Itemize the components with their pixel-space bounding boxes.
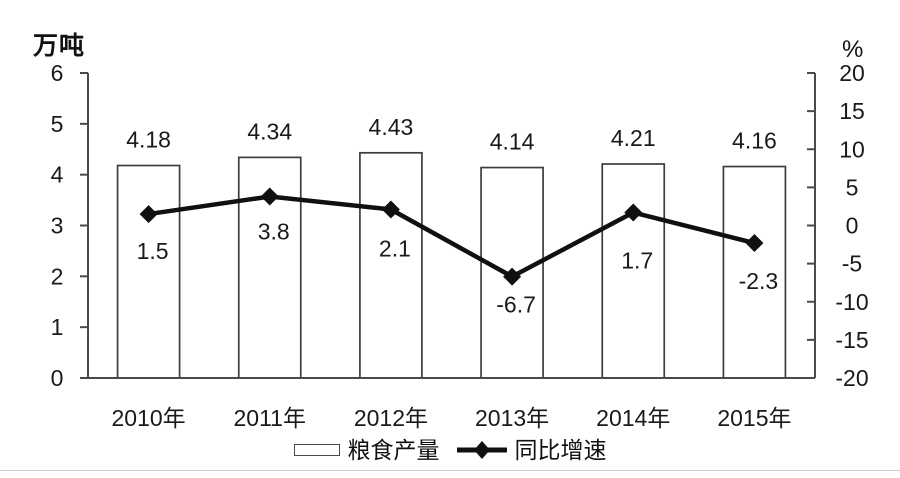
line-value-label: 1.7 xyxy=(621,248,653,274)
right-tick-label: -5 xyxy=(842,251,862,277)
bar-value-label: 4.18 xyxy=(126,127,171,153)
line-legend-swatch-icon xyxy=(456,441,507,459)
right-tick-label: 20 xyxy=(839,60,865,86)
bottom-border-line xyxy=(0,470,900,471)
bar-value-label: 4.16 xyxy=(732,128,777,154)
line-value-label: -6.7 xyxy=(496,292,536,318)
bar-legend-label: 粮食产量 xyxy=(347,437,440,463)
bar-2013年 xyxy=(480,166,544,379)
diamond-marker xyxy=(139,205,158,224)
x-axis-label: 2015年 xyxy=(717,405,791,431)
growth-line xyxy=(148,194,755,280)
line-legend-label: 同比增速 xyxy=(514,437,607,463)
right-tick-label: 0 xyxy=(846,213,859,239)
left-axis-title: 万吨 xyxy=(33,32,86,60)
diamond-marker xyxy=(260,187,279,206)
right-tick-label: -10 xyxy=(835,289,868,315)
diamond-marker xyxy=(624,203,643,222)
left-tick-label: 5 xyxy=(51,111,64,137)
line-value-label: -2.3 xyxy=(739,268,779,294)
x-axis-label: 2011年 xyxy=(234,405,306,431)
legend: 粮食产量 同比增速 xyxy=(0,437,900,463)
right-tick-label: 5 xyxy=(846,174,859,200)
bar-legend-swatch-icon xyxy=(293,444,340,456)
line-value-label: 2.1 xyxy=(379,235,411,261)
right-tick-label: 15 xyxy=(839,98,865,124)
line-value-label: 1.5 xyxy=(137,238,169,264)
right-axis-title: % xyxy=(842,36,864,63)
left-tick-label: 6 xyxy=(51,60,64,86)
bar-value-label: 4.34 xyxy=(247,118,292,144)
right-tick-label: -20 xyxy=(835,365,868,391)
right-tick-label: -15 xyxy=(835,327,868,353)
left-tick-label: 4 xyxy=(51,162,64,188)
x-axis-label: 2014年 xyxy=(596,405,670,431)
diamond-marker xyxy=(381,200,400,219)
diamond-marker xyxy=(503,267,522,286)
x-axis-label: 2013年 xyxy=(475,405,549,431)
bar-value-label: 4.43 xyxy=(369,114,414,140)
bar-value-label: 4.21 xyxy=(611,125,656,151)
left-tick-label: 2 xyxy=(51,263,64,289)
left-tick-label: 1 xyxy=(51,314,64,340)
left-tick-label: 0 xyxy=(51,365,64,391)
x-axis-label: 2012年 xyxy=(354,405,428,431)
diamond-marker xyxy=(745,234,764,253)
left-tick-label: 3 xyxy=(51,213,64,239)
line-value-label: 3.8 xyxy=(258,219,290,245)
bar-value-label: 4.14 xyxy=(490,129,535,155)
right-tick-label: 10 xyxy=(839,136,865,162)
bar-2010年 xyxy=(116,164,181,379)
x-axis-label: 2010年 xyxy=(111,405,185,431)
bar-2012年 xyxy=(359,151,423,379)
